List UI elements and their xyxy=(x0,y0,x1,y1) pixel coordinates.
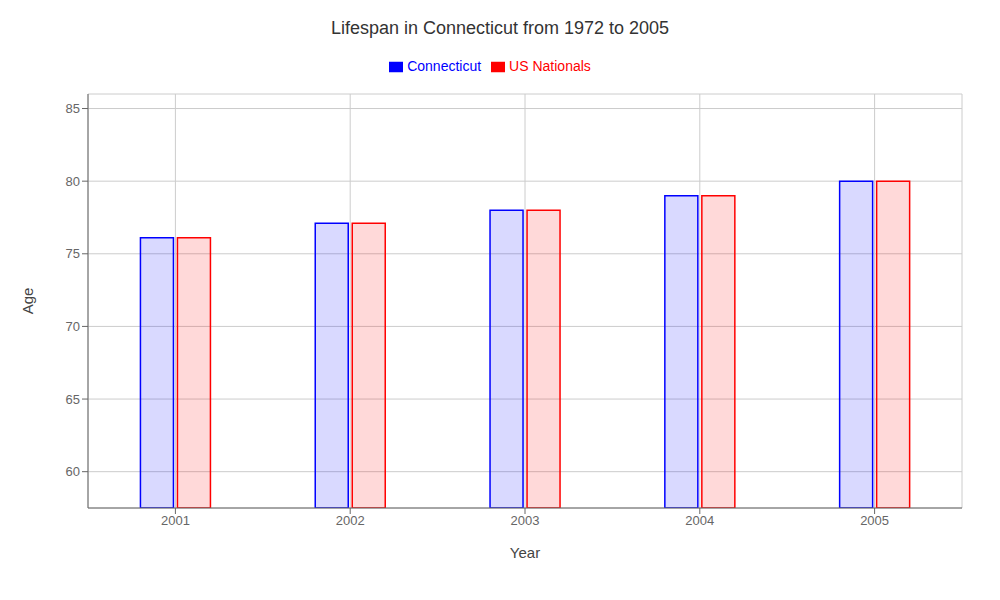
svg-text:80: 80 xyxy=(66,174,80,189)
svg-text:2004: 2004 xyxy=(685,513,714,528)
svg-text:2005: 2005 xyxy=(860,513,889,528)
svg-text:65: 65 xyxy=(66,392,80,407)
svg-text:85: 85 xyxy=(66,101,80,116)
svg-text:Year: Year xyxy=(510,544,540,561)
svg-text:60: 60 xyxy=(66,464,80,479)
svg-text:75: 75 xyxy=(66,246,80,261)
svg-text:70: 70 xyxy=(66,319,80,334)
html-text:Connecticut: Connecticut xyxy=(407,58,482,74)
svg-text:2001: 2001 xyxy=(161,513,190,528)
svg-text:2002: 2002 xyxy=(336,513,365,528)
html-text:US Nationals: US Nationals xyxy=(509,58,591,74)
svg-text:2003: 2003 xyxy=(511,513,540,528)
svg-text:Age: Age xyxy=(19,288,36,315)
html-text:Lifespan in Connecticut from 1: Lifespan in Connecticut from 1972 to 200… xyxy=(330,18,670,38)
